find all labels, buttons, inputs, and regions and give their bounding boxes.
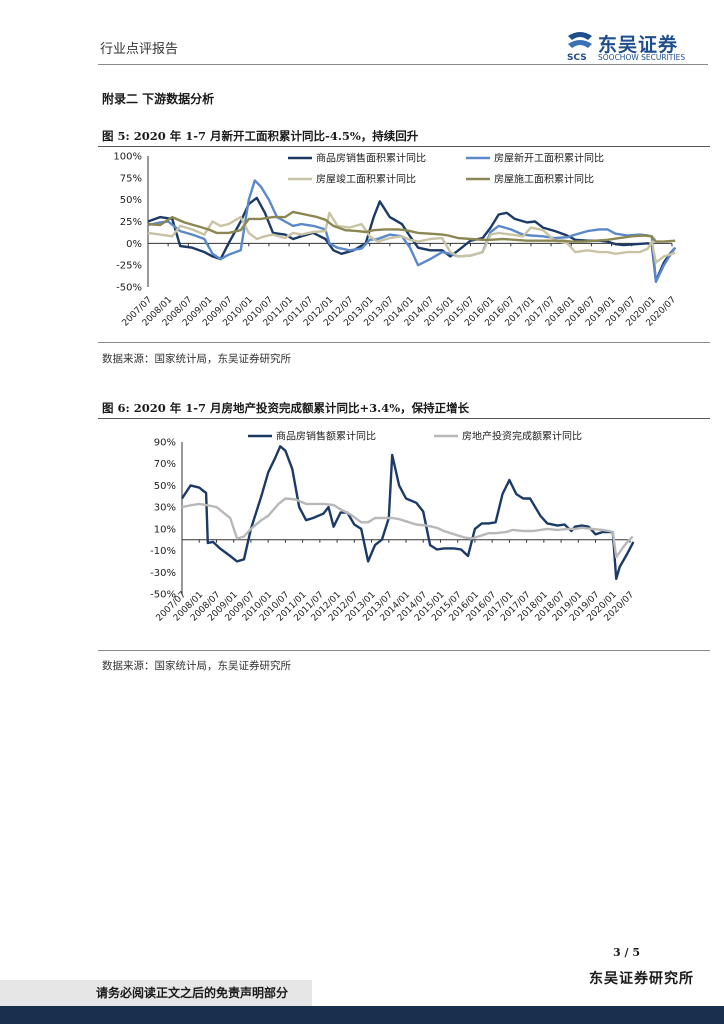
report-category: 行业点评报告 bbox=[100, 42, 179, 57]
y-tick-label: 30% bbox=[154, 503, 176, 514]
page-number: 3 / 5 bbox=[613, 946, 640, 959]
legend-label: 房屋竣工面积累计同比 bbox=[316, 173, 416, 186]
logo-mark-icon: SCS bbox=[567, 32, 592, 63]
y-tick-label: 10% bbox=[154, 524, 176, 535]
footer-firm: 东吴证券研究所 bbox=[589, 971, 694, 987]
y-tick-label: -25% bbox=[116, 261, 142, 272]
y-tick-label: -50% bbox=[116, 283, 142, 294]
y-tick-label: -30% bbox=[150, 568, 176, 579]
series-line-1 bbox=[147, 196, 677, 283]
disclaimer-banner: 请务必阅读正文之后的免责声明部分 bbox=[0, 980, 312, 1006]
brand-logo: SCS 东吴证券 SOOCHOW SECURITIES bbox=[564, 30, 714, 66]
y-tick-label: 100% bbox=[113, 152, 142, 163]
y-tick-label: 90% bbox=[154, 438, 176, 449]
figure6-top-rule bbox=[98, 418, 710, 419]
footer-bar bbox=[0, 1006, 724, 1024]
series-line-4 bbox=[147, 210, 676, 243]
figure5-bottom-rule bbox=[98, 342, 710, 343]
y-tick-label: 0% bbox=[126, 239, 142, 250]
series-line-1 bbox=[180, 445, 635, 580]
y-tick-label: 70% bbox=[154, 459, 176, 470]
y-tick-label: 25% bbox=[120, 217, 142, 228]
figure6-source: 数据来源：国家统计局，东吴证券研究所 bbox=[102, 660, 291, 672]
logo-english: SOOCHOW SECURITIES bbox=[598, 53, 686, 62]
section-title: 附录二 下游数据分析 bbox=[102, 92, 215, 106]
series-line-3 bbox=[147, 211, 676, 264]
figure6-bottom-rule bbox=[98, 650, 710, 651]
figure5-chart: 100%75%50%25%0%-25%-50%2007/072008/01200… bbox=[113, 152, 678, 329]
legend-label: 房地产投资完成额累计同比 bbox=[462, 430, 582, 443]
legend-label: 商品房销售额累计同比 bbox=[276, 430, 376, 443]
series-line-2 bbox=[181, 497, 634, 559]
logo-name: 东吴证券 bbox=[598, 34, 679, 56]
header-rule bbox=[98, 64, 708, 65]
y-tick-label: -10% bbox=[150, 546, 176, 557]
figure5-source: 数据来源：国家统计局，东吴证券研究所 bbox=[102, 353, 291, 365]
y-tick-label: 50% bbox=[154, 481, 176, 492]
y-tick-label: -50% bbox=[150, 590, 176, 601]
y-tick-label: 50% bbox=[120, 195, 142, 206]
figure5-top-rule bbox=[98, 146, 710, 147]
figure6-title: 图 6: 2020 年 1-7 月房地产投资完成额累计同比+3.4%，保持正增长 bbox=[102, 401, 470, 415]
figure6-chart: 90%70%50%30%10%-10%-30%-50%2007/072008/0… bbox=[150, 430, 636, 624]
legend-label: 商品房销售面积累计同比 bbox=[316, 152, 426, 165]
figure5-title: 图 5: 2020 年 1-7 月新开工面积累计同比-4.5%，持续回升 bbox=[102, 129, 419, 143]
legend-label: 房屋施工面积累计同比 bbox=[494, 173, 594, 186]
legend-label: 房屋新开工面积累计同比 bbox=[494, 152, 604, 165]
series-line-2 bbox=[147, 179, 677, 283]
y-tick-label: 75% bbox=[120, 173, 142, 184]
logo-mark-letters: SCS bbox=[567, 53, 587, 63]
